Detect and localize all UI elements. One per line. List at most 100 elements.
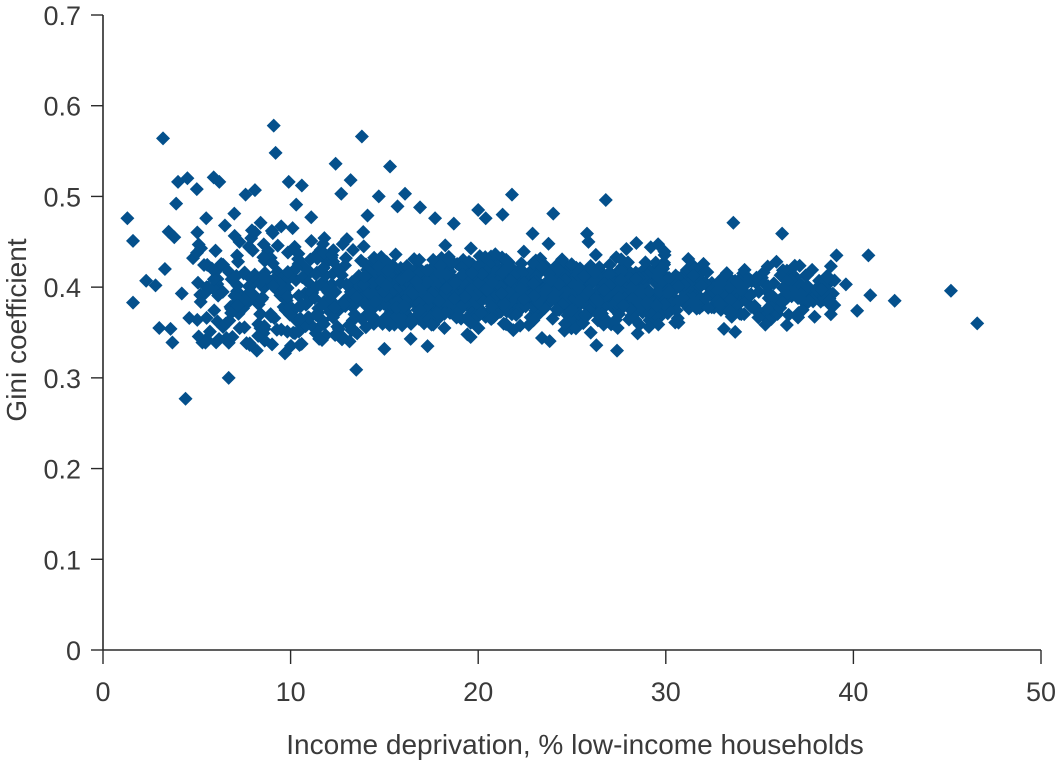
data-point bbox=[546, 206, 561, 221]
data-point bbox=[723, 292, 738, 307]
data-point bbox=[829, 248, 844, 263]
data-point bbox=[280, 245, 295, 260]
data-point bbox=[198, 335, 213, 350]
data-point bbox=[499, 317, 514, 332]
y-tick-label: 0.2 bbox=[43, 455, 81, 485]
data-point bbox=[775, 226, 790, 241]
data-point bbox=[316, 236, 331, 251]
data-point bbox=[424, 317, 439, 332]
data-point bbox=[525, 226, 540, 241]
data-point bbox=[744, 300, 759, 315]
data-point bbox=[478, 211, 493, 226]
data-point bbox=[598, 193, 613, 208]
data-point bbox=[751, 310, 766, 325]
data-point bbox=[207, 303, 222, 318]
data-point bbox=[303, 252, 318, 267]
data-point bbox=[887, 293, 902, 308]
data-point bbox=[331, 261, 346, 276]
data-point bbox=[822, 293, 837, 308]
data-point bbox=[471, 203, 486, 218]
data-point bbox=[739, 275, 754, 290]
data-point bbox=[269, 322, 284, 337]
data-point bbox=[247, 183, 262, 198]
y-axis-title: Gini coefficient bbox=[1, 238, 32, 421]
data-point bbox=[749, 270, 764, 285]
data-point bbox=[649, 298, 664, 313]
data-point bbox=[419, 274, 434, 289]
data-point bbox=[641, 320, 656, 335]
data-point bbox=[380, 263, 395, 278]
data-point bbox=[289, 260, 304, 275]
data-point bbox=[863, 288, 878, 303]
data-point bbox=[280, 324, 295, 339]
data-point bbox=[776, 280, 791, 295]
data-point bbox=[686, 296, 701, 311]
data-point bbox=[294, 178, 309, 193]
data-point bbox=[339, 277, 354, 292]
data-point bbox=[396, 299, 411, 314]
data-point bbox=[335, 237, 350, 252]
data-point bbox=[217, 218, 232, 233]
data-point bbox=[281, 174, 296, 189]
y-tick-label: 0.4 bbox=[43, 273, 81, 303]
data-point bbox=[438, 238, 453, 253]
data-point bbox=[712, 297, 727, 312]
data-point bbox=[686, 268, 701, 283]
data-point bbox=[189, 182, 204, 197]
data-point bbox=[388, 247, 403, 262]
data-point bbox=[282, 307, 297, 322]
data-point bbox=[596, 317, 611, 332]
data-point bbox=[257, 321, 272, 336]
data-point bbox=[526, 256, 541, 271]
data-point bbox=[526, 276, 541, 291]
x-tick-label: 10 bbox=[276, 677, 306, 707]
data-point bbox=[230, 298, 245, 313]
y-tick-label: 0.7 bbox=[43, 1, 81, 31]
data-point bbox=[631, 294, 646, 309]
data-point bbox=[349, 290, 364, 305]
data-point bbox=[807, 309, 822, 324]
data-point bbox=[671, 279, 686, 294]
data-point bbox=[349, 362, 364, 377]
data-point bbox=[356, 277, 371, 292]
data-point bbox=[791, 310, 806, 325]
data-point bbox=[700, 265, 715, 280]
data-point bbox=[356, 225, 371, 240]
data-point bbox=[256, 250, 271, 265]
data-point bbox=[232, 321, 247, 336]
data-point bbox=[781, 307, 796, 322]
data-point bbox=[377, 313, 392, 328]
data-point bbox=[403, 331, 418, 346]
data-point bbox=[157, 262, 172, 276]
data-point bbox=[265, 256, 280, 271]
data-point bbox=[587, 265, 602, 280]
data-point bbox=[652, 284, 667, 299]
data-point bbox=[334, 186, 349, 201]
data-point bbox=[588, 247, 603, 262]
data-point bbox=[581, 284, 596, 299]
data-point bbox=[463, 241, 478, 256]
data-point bbox=[360, 208, 375, 223]
data-point bbox=[539, 282, 554, 297]
data-point bbox=[316, 317, 331, 332]
data-point bbox=[541, 236, 556, 251]
data-point bbox=[610, 343, 625, 358]
data-point bbox=[169, 196, 184, 211]
data-point bbox=[642, 284, 657, 299]
data-point bbox=[497, 296, 512, 311]
data-point bbox=[289, 197, 304, 212]
data-point bbox=[661, 285, 676, 300]
data-point bbox=[608, 312, 623, 327]
data-point bbox=[723, 305, 738, 320]
data-point bbox=[189, 245, 204, 260]
data-point bbox=[694, 278, 709, 293]
data-point bbox=[285, 221, 300, 236]
data-point bbox=[474, 305, 489, 320]
data-point bbox=[800, 267, 815, 282]
data-point bbox=[291, 324, 306, 339]
x-tick-label: 40 bbox=[838, 677, 868, 707]
data-point bbox=[208, 243, 223, 258]
data-point bbox=[420, 339, 435, 354]
y-tick-label: 0.1 bbox=[43, 545, 81, 575]
